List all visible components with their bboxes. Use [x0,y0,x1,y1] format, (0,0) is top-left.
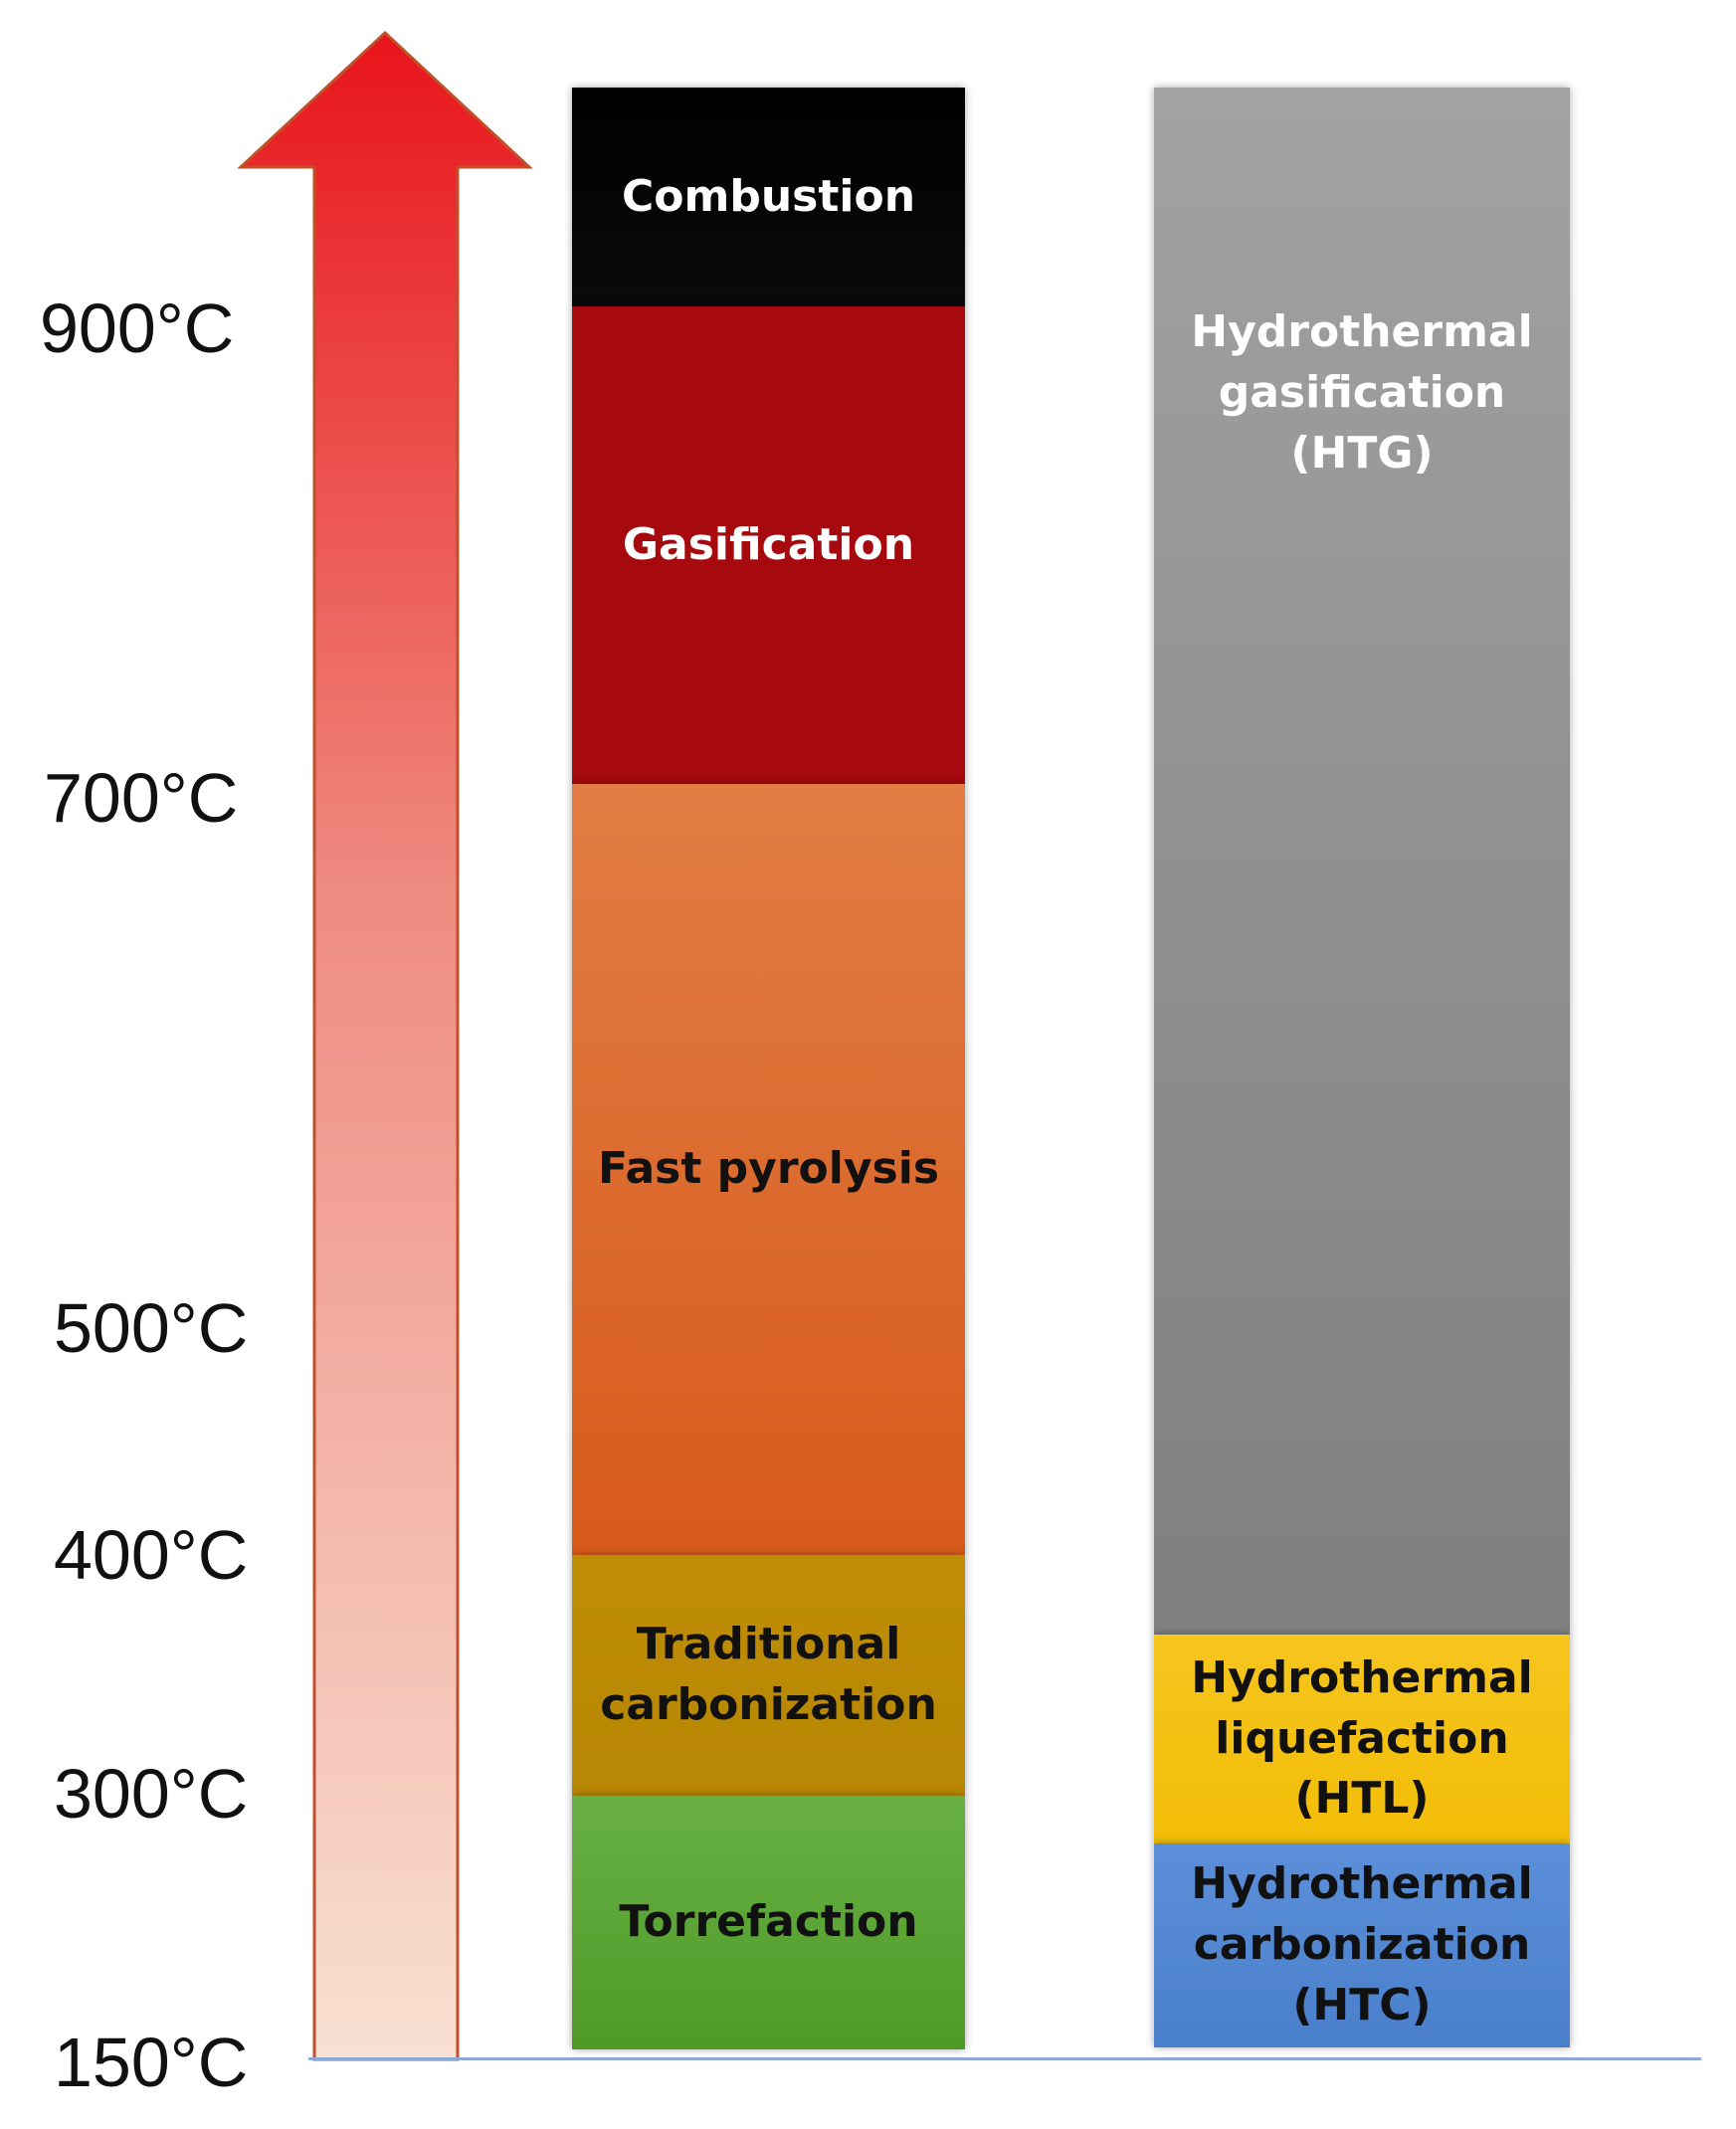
gasification-block: Gasification [572,306,965,784]
htg-label: Hydrothermal gasification (HTG) [1191,306,1533,479]
combustion-label: Combustion [621,170,916,222]
htc-label: Hydrothermal carbonization (HTC) [1191,1858,1533,2031]
tick-label-300: 300°C [54,1755,249,1833]
tick-label-900: 900°C [40,290,235,367]
arrow-shape [237,30,533,2061]
baseline [308,2057,1701,2060]
htl-block: Hydrothermal liquefaction (HTL) [1154,1635,1570,1843]
tick-label-400: 400°C [54,1516,249,1594]
htl-label: Hydrothermal liquefaction (HTL) [1191,1651,1533,1825]
htg-block: Hydrothermal gasification (HTG) [1154,88,1570,1635]
traditional-carbonization-label: Traditional carbonization [600,1619,937,1730]
traditional-carbonization-block: Traditional carbonization [572,1555,965,1796]
htc-block: Hydrothermal carbonization (HTC) [1154,1843,1570,2047]
torrefaction-label: Torrefaction [619,1896,918,1948]
fast-pyrolysis-block: Fast pyrolysis [572,784,965,1555]
fast-pyrolysis-label: Fast pyrolysis [597,1143,940,1195]
tick-label-150: 150°C [54,2024,249,2101]
torrefaction-block: Torrefaction [572,1796,965,2049]
gasification-label: Gasification [622,518,915,570]
tick-label-700: 700°C [44,759,239,837]
combustion-block: Combustion [572,88,965,306]
tick-label-500: 500°C [54,1289,249,1367]
